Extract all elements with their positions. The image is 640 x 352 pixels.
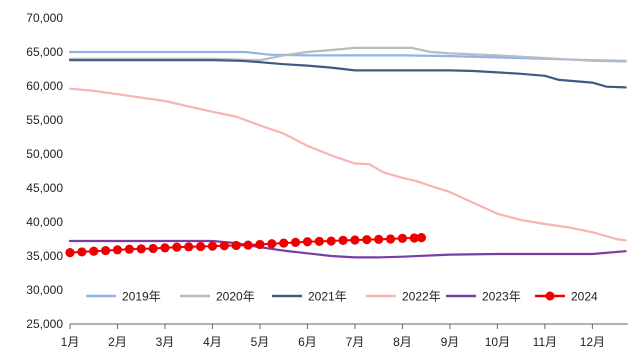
y-tick-label: 30,000 [26, 283, 63, 297]
series-line [68, 87, 627, 242]
data-point [302, 237, 313, 247]
y-tick-label: 55,000 [26, 113, 63, 127]
data-point [136, 244, 146, 254]
y-tick-label: 65,000 [26, 45, 63, 59]
legend-label: 2022年 [402, 290, 441, 304]
y-tick-label: 50,000 [26, 147, 63, 161]
y-tick-label: 35,000 [26, 249, 63, 263]
legend-item: 2020年 [180, 290, 255, 304]
data-point [184, 242, 194, 252]
x-tick-label: 10月 [485, 335, 510, 349]
x-tick-label: 11月 [533, 335, 557, 349]
data-point [326, 236, 336, 246]
data-point [148, 243, 158, 254]
legend-item: 2021年 [272, 290, 347, 304]
data-point [65, 248, 75, 258]
data-point [124, 244, 134, 254]
data-point [362, 235, 372, 245]
data-point [279, 238, 289, 248]
legend: 2019年 2020年 2021年 2022年 2023年 2024 [86, 290, 598, 304]
x-tick-label: 5月 [251, 335, 270, 349]
data-point [267, 239, 277, 249]
series-2020 [68, 46, 627, 63]
series-line [68, 59, 627, 89]
data-point [314, 236, 324, 246]
legend-item: 2024 [535, 290, 598, 304]
data-point [374, 234, 384, 244]
legend-label: 2019年 [122, 290, 161, 304]
legend-item: 2023年 [446, 290, 521, 304]
legend-label: 2023年 [482, 290, 521, 304]
data-point [338, 235, 348, 245]
y-tick-label: 40,000 [26, 215, 63, 229]
legend-item: 2019年 [86, 290, 161, 304]
x-tick-label: 3月 [156, 335, 175, 349]
data-point [416, 233, 427, 243]
data-point [112, 245, 123, 255]
x-tick-label: 9月 [441, 335, 460, 349]
data-point [219, 241, 229, 251]
y-tick-label: 25,000 [26, 317, 63, 331]
data-point [397, 233, 408, 243]
legend-label: 2024 [571, 290, 598, 304]
data-point [350, 235, 360, 245]
legend-label: 2021年 [308, 290, 347, 304]
x-tick-label: 8月 [393, 335, 412, 349]
y-axis-ticks: 25,000 30,000 35,000 40,000 45,000 50,000 55,0… [26, 11, 63, 331]
data-point [243, 240, 253, 250]
data-point [207, 241, 218, 251]
data-point [77, 247, 87, 257]
series-2022 [68, 87, 627, 242]
data-point [231, 240, 241, 251]
x-tick-label: 7月 [346, 335, 365, 349]
data-point [290, 237, 301, 247]
data-point [195, 241, 206, 252]
series-2023 [68, 239, 627, 259]
data-point [160, 243, 170, 253]
legend-label: 2020年 [216, 290, 255, 304]
data-point [409, 233, 419, 243]
legend-item: 2022年 [366, 290, 441, 304]
x-tick-label: 6月 [298, 335, 317, 349]
x-tick-label: 2月 [108, 335, 127, 349]
series-line [68, 239, 627, 259]
y-tick-label: 60,000 [26, 79, 63, 93]
series-layer [65, 46, 627, 259]
data-point [385, 234, 396, 244]
y-tick-label: 70,000 [26, 11, 63, 25]
series-2021 [68, 59, 627, 89]
x-tick-label: 12月 [580, 335, 605, 349]
x-axis-ticks: 1月 2月 3月 4月 5月 6月 7月 8月 9月 10月 11月 12月 [61, 324, 605, 349]
data-point [89, 246, 99, 256]
series-2024 [65, 233, 427, 258]
data-point [101, 245, 111, 256]
legend-marker [545, 291, 555, 301]
data-point [172, 242, 182, 252]
x-tick-label: 4月 [203, 335, 222, 349]
data-point [255, 239, 265, 250]
series-line [68, 46, 627, 63]
y-tick-label: 45,000 [26, 181, 63, 195]
x-tick-label: 1月 [61, 335, 80, 349]
